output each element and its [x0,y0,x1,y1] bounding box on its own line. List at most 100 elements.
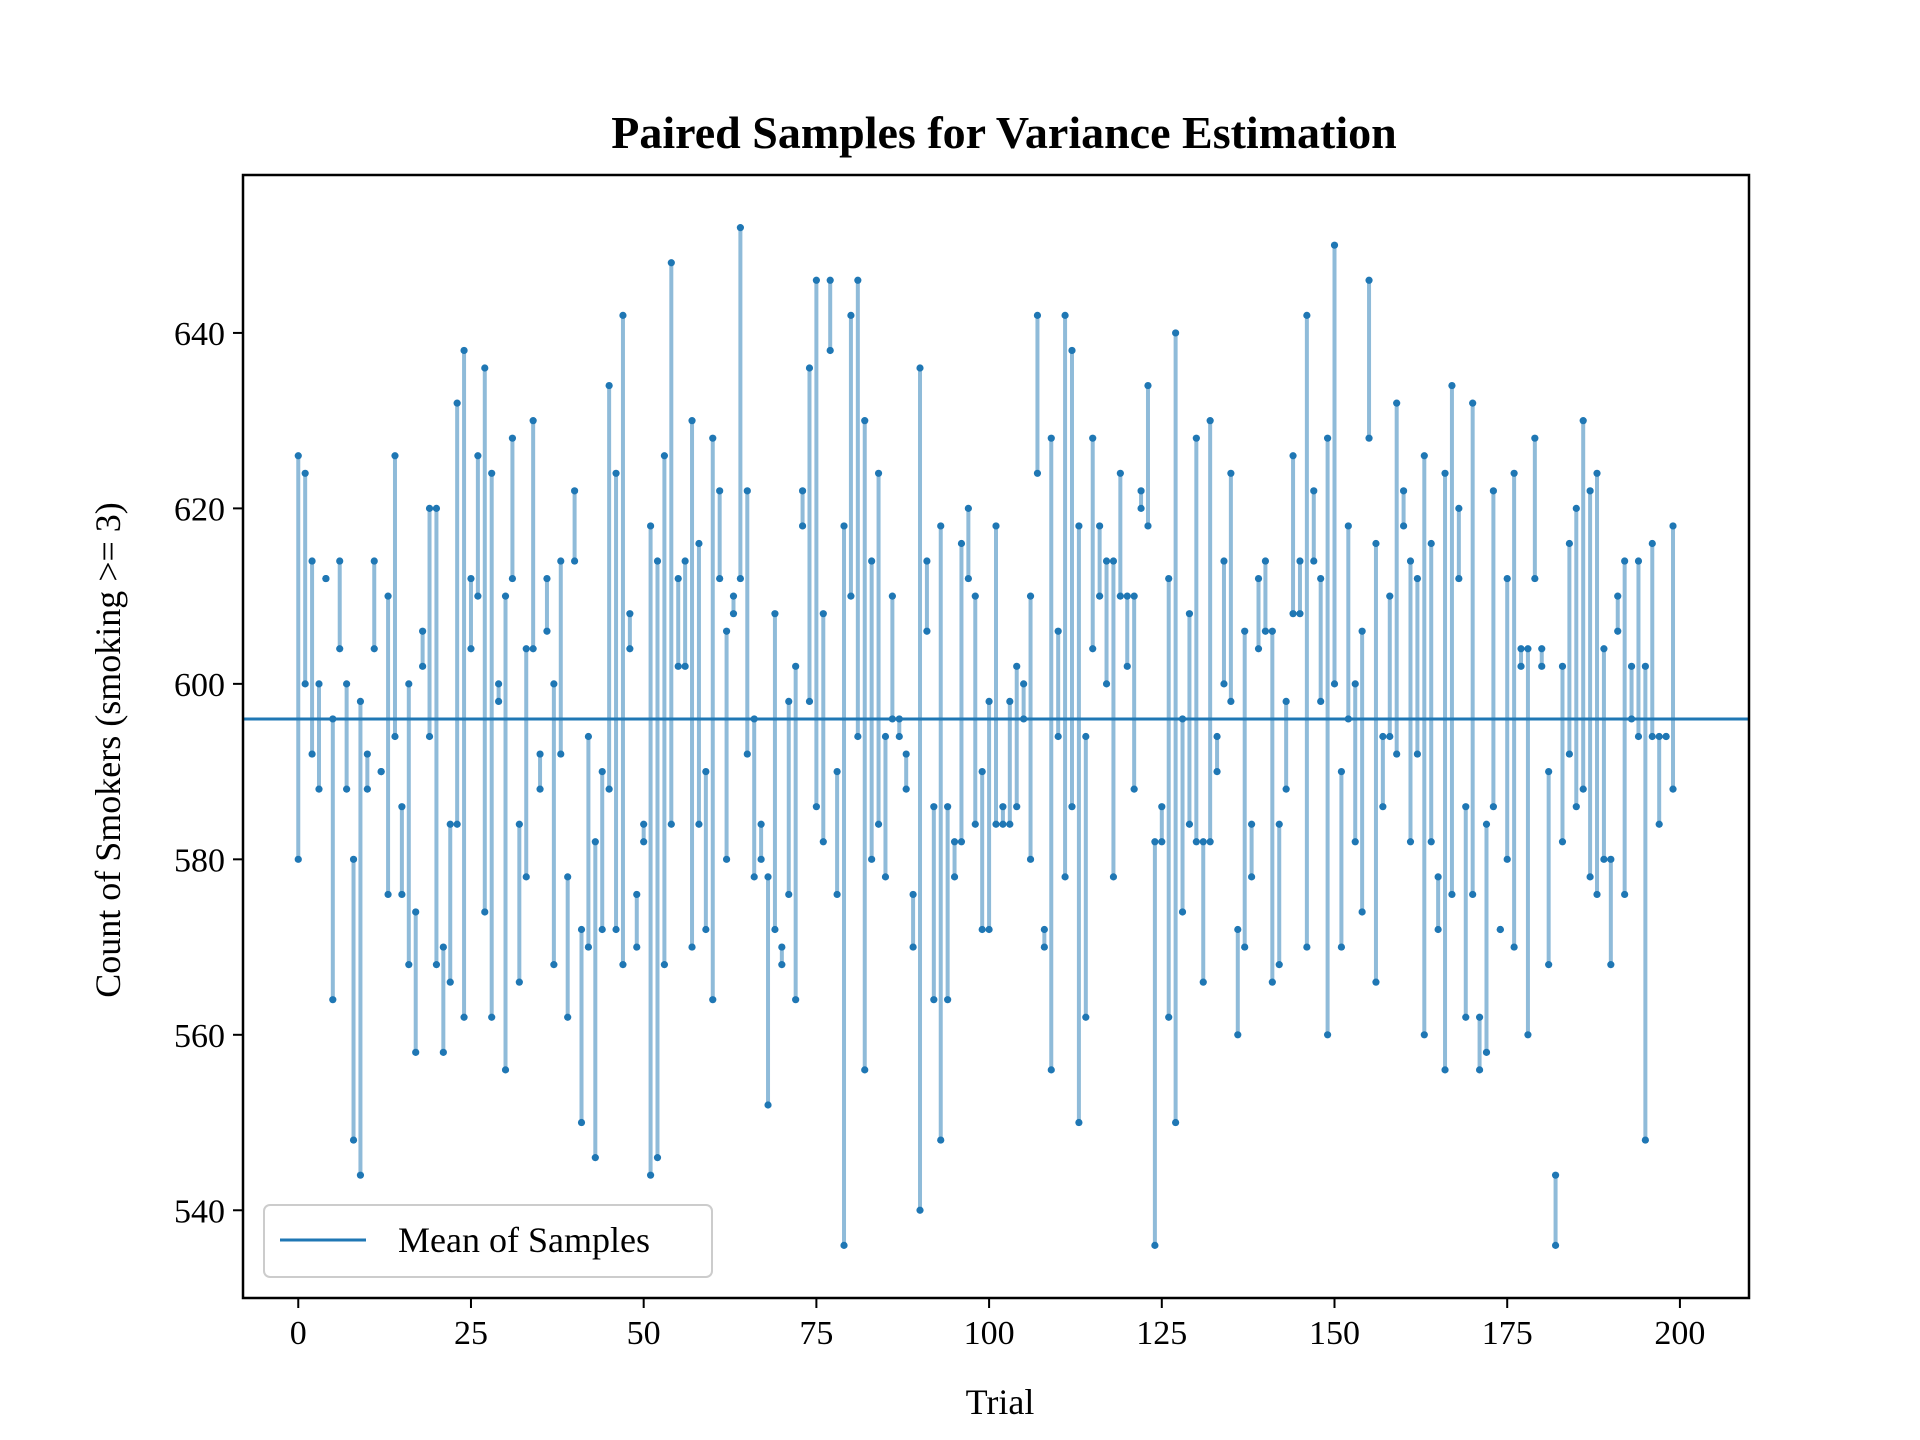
sample-point-a [1275,820,1283,828]
sample-point-a [1406,557,1415,565]
sample-point-b [674,662,682,670]
sample-point-a [1123,592,1131,600]
sample-point-a [992,522,1000,530]
sample-point-b [1185,820,1194,828]
sample-point-b [1551,1241,1560,1249]
sample-point-a [1593,469,1601,477]
sample-point-a [1068,346,1076,355]
sample-point-b [1047,1066,1055,1074]
sample-point-b [488,1013,496,1021]
sample-point-b [1082,1013,1090,1021]
sample-point-b [1199,978,1207,986]
sample-point-a [854,276,862,284]
sample-point-b [964,574,972,583]
sample-point-b [474,592,482,600]
sample-point-b [1434,925,1442,934]
sample-point-a [944,803,952,811]
sample-point-b [1006,820,1014,828]
sample-point-b [1234,1031,1242,1039]
sample-point-b [1068,803,1076,811]
sample-point-b [425,732,434,741]
sample-point-a [633,890,641,899]
sample-point-a [363,750,371,758]
sample-point-a [1669,522,1677,530]
sample-point-a [1558,662,1567,670]
sample-point-b [1469,890,1477,899]
sample-point-b [695,820,703,828]
sample-point-a [1503,574,1511,583]
sample-point-a [1399,487,1408,495]
sample-point-b [1621,890,1629,899]
sample-point-a [640,820,648,828]
sample-point-a [653,557,662,565]
sample-point-a [1020,680,1028,688]
sample-point-a [1061,311,1069,319]
sample-point-a [612,469,620,477]
y-tick-label: 600 [174,667,225,704]
sample-point-a [1317,574,1325,583]
sample-point-a [1172,329,1180,337]
sample-point-b [363,785,371,793]
sample-point-a [343,680,351,688]
sample-point-b [1109,873,1118,881]
sample-point-a [1469,399,1477,407]
sample-point-b [944,996,952,1004]
sample-point-a [1475,1013,1484,1021]
sample-point-a [771,610,779,618]
sample-point-b [1192,838,1200,846]
sample-point-b [1033,469,1042,477]
sample-point-a [1040,925,1048,934]
sample-point-b [460,1013,468,1021]
sample-point-b [1662,732,1670,741]
sample-point-a [1199,838,1207,846]
sample-point-a [937,522,945,530]
sample-point-b [778,961,786,969]
sample-point-a [425,504,434,512]
sample-point-b [709,996,717,1004]
sample-point-a [1427,539,1435,548]
sample-point-b [1455,574,1463,583]
sample-point-b [543,627,551,635]
sample-point-a [646,522,655,530]
sample-point-b [550,961,558,969]
sample-point-a [467,574,475,583]
y-tick-label: 560 [174,1018,225,1055]
sample-point-b [619,961,627,969]
sample-point-a [840,522,848,530]
sample-point-b [716,574,724,583]
sample-point-a [902,750,910,758]
sample-point-a [667,259,675,267]
sample-point-a [1538,645,1546,653]
sample-point-a [1572,504,1580,512]
sample-point-a [819,610,827,618]
sample-point-b [1517,662,1525,670]
sample-point-b [1572,803,1580,811]
sample-point-b [1420,1031,1428,1039]
sample-point-a [805,364,814,372]
sample-point-b [743,750,751,758]
sample-point-a [1075,522,1083,530]
sample-point-b [1406,838,1415,846]
sample-point-a [1393,399,1401,407]
sample-point-a [1206,417,1214,425]
sample-point-a [522,645,530,653]
sample-point-b [1393,750,1401,758]
sample-point-a [1607,855,1615,863]
sample-point-a [294,452,302,460]
sample-point-a [605,381,613,390]
sample-point-a [1220,557,1228,565]
sample-point-b [1144,522,1152,530]
sample-point-b [909,943,917,951]
sample-point-a [349,855,358,863]
sample-point-a [1551,1171,1560,1179]
sample-point-a [412,908,420,916]
sample-point-b [501,1066,510,1074]
sample-point-b [1427,838,1435,846]
sample-point-b [1538,662,1546,670]
sample-point-b [640,838,648,846]
sample-point-a [964,504,972,512]
x-axis-ticks: 0 25 50 75 100 125 150 175 200 [290,1298,1705,1352]
sample-point-b [349,1136,358,1144]
sample-point-b [1413,750,1422,758]
sample-point-a [1323,434,1332,442]
